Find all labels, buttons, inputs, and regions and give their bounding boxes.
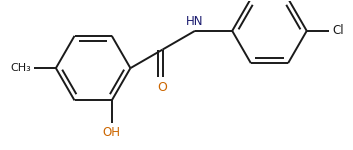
Text: Cl: Cl bbox=[332, 24, 344, 37]
Text: O: O bbox=[158, 81, 168, 94]
Text: HN: HN bbox=[186, 15, 204, 28]
Text: OH: OH bbox=[103, 126, 121, 139]
Text: CH₃: CH₃ bbox=[11, 63, 31, 73]
